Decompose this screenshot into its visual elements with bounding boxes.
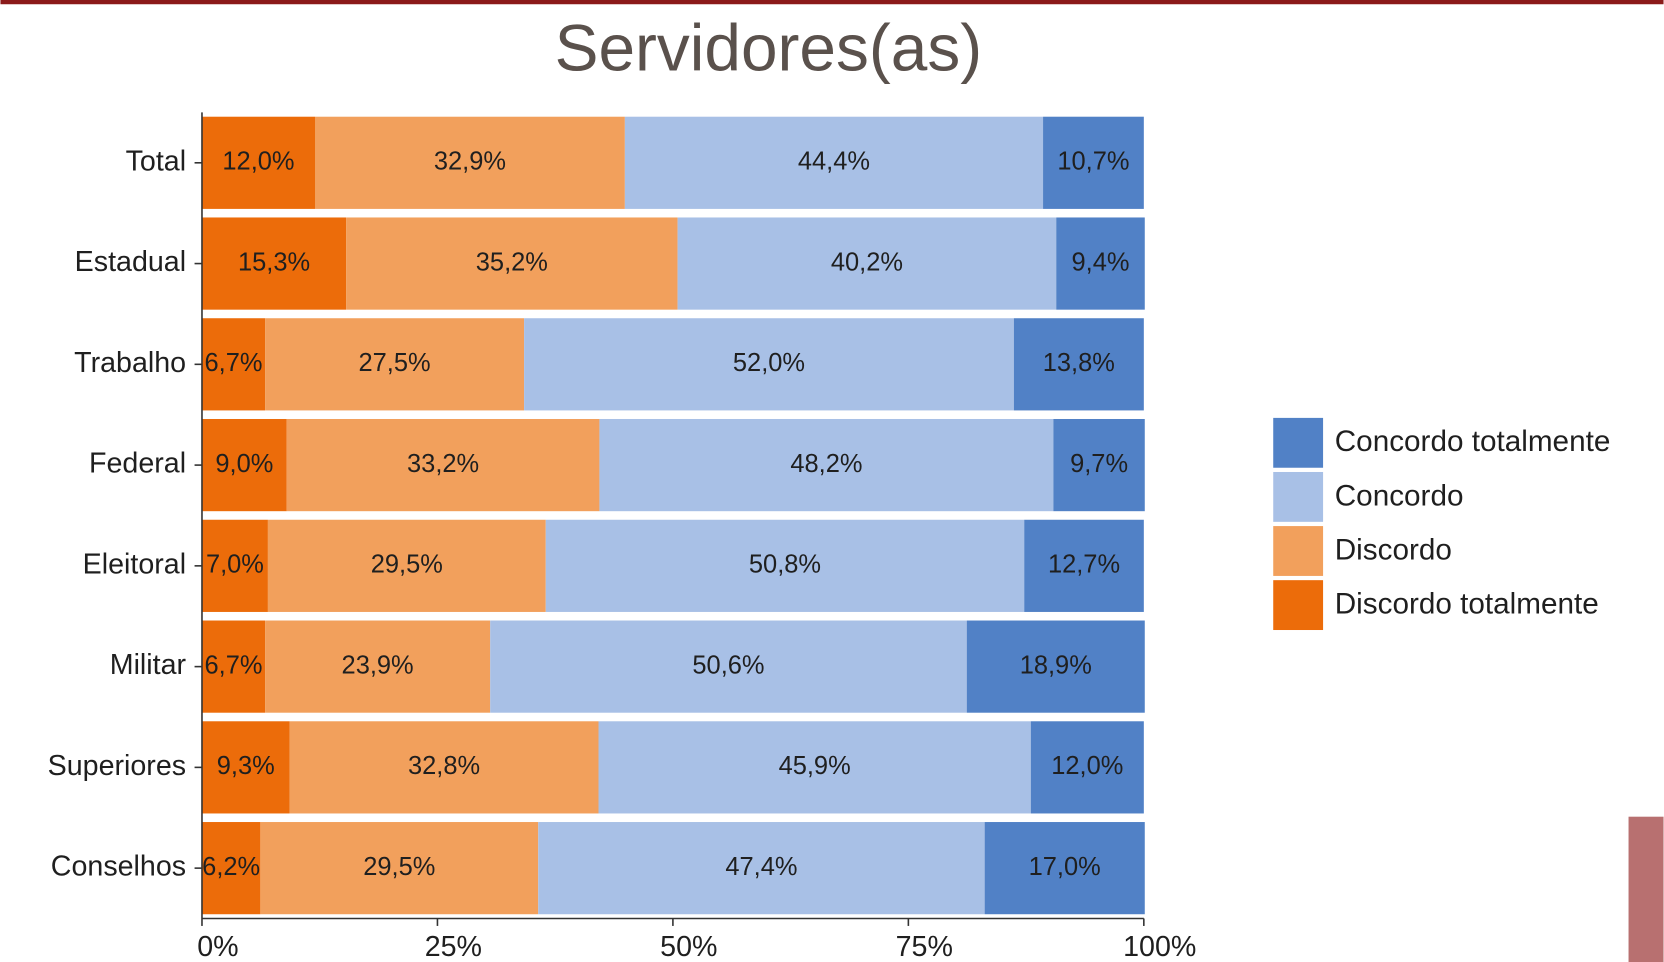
- bar-segment: [599, 418, 1054, 512]
- y-tick-label: Trabalho: [74, 347, 186, 379]
- value-label: 6,7%: [205, 651, 263, 679]
- value-label: 44,4%: [798, 148, 870, 176]
- bar-segment: [201, 822, 261, 915]
- value-label: 18,9%: [1020, 651, 1092, 679]
- y-tick-label: Eleitoral: [83, 548, 186, 580]
- x-tick-label: 0%: [197, 931, 238, 962]
- x-tick-label: 75%: [896, 931, 953, 962]
- y-tick-label: Conselhos: [51, 851, 186, 883]
- bar-segment: [677, 217, 1057, 310]
- value-label: 29,5%: [363, 853, 435, 881]
- bar-segment: [490, 620, 967, 713]
- legend-swatch: [1273, 526, 1324, 576]
- value-label: 9,7%: [1070, 450, 1128, 478]
- value-label: 12,0%: [1051, 752, 1123, 780]
- value-label: 47,4%: [725, 853, 797, 881]
- bar-segment: [201, 116, 316, 209]
- bar-segment: [201, 418, 287, 512]
- bar-segment: [1013, 318, 1144, 411]
- corner-decoration: [1628, 816, 1664, 962]
- bar-segment: [984, 822, 1145, 915]
- y-tick-label: Total: [126, 145, 186, 177]
- bar-segment: [1030, 721, 1144, 814]
- y-tick-label: Federal: [89, 448, 186, 480]
- bar-segment: [201, 217, 347, 310]
- bar-segment: [260, 822, 539, 915]
- value-label: 7,0%: [206, 551, 264, 579]
- legend-swatch: [1273, 417, 1324, 468]
- legend-label: Concordo: [1335, 479, 1464, 512]
- value-label: 9,3%: [217, 752, 275, 780]
- value-label: 15,3%: [238, 248, 310, 276]
- value-label: 29,5%: [371, 551, 443, 579]
- y-tick-label: Estadual: [75, 246, 186, 278]
- bar-segment: [538, 822, 985, 915]
- top-border: [0, 0, 1664, 5]
- legend-label: Discordo totalmente: [1335, 587, 1599, 620]
- x-tick-label: 50%: [660, 931, 717, 962]
- bar-segment: [624, 116, 1044, 209]
- y-tick-label: Superiores: [48, 750, 186, 782]
- chart-title: Servidores(as): [555, 10, 983, 84]
- value-label: 9,0%: [215, 450, 273, 478]
- value-label: 50,6%: [692, 651, 764, 679]
- value-label: 32,9%: [434, 148, 506, 176]
- bar-segment: [315, 116, 625, 209]
- bar-segment: [201, 519, 268, 612]
- bar-segment: [265, 318, 525, 411]
- legend-label: Concordo totalmente: [1335, 425, 1611, 458]
- bar-segment: [1053, 418, 1145, 512]
- bar-segment: [201, 318, 266, 411]
- y-tick-label: Militar: [110, 649, 187, 681]
- value-label: 40,2%: [831, 248, 903, 276]
- bar-segment: [289, 721, 599, 814]
- value-label: 13,8%: [1043, 349, 1115, 377]
- value-label: 35,2%: [476, 248, 548, 276]
- value-label: 23,9%: [342, 651, 414, 679]
- value-label: 45,9%: [779, 752, 851, 780]
- bar-segment: [286, 418, 600, 512]
- bar-segment: [265, 620, 491, 713]
- value-label: 32,8%: [408, 752, 480, 780]
- value-label: 12,0%: [222, 148, 294, 176]
- bar-segment: [966, 620, 1145, 713]
- legend-swatch: [1273, 471, 1324, 522]
- value-label: 6,2%: [202, 853, 260, 881]
- value-label: 10,7%: [1057, 148, 1129, 176]
- bar-segment: [201, 620, 266, 713]
- value-label: 33,2%: [407, 450, 479, 478]
- bar-segment: [598, 721, 1031, 814]
- value-label: 6,7%: [205, 349, 263, 377]
- legend-label: Discordo: [1335, 533, 1452, 566]
- bar-segment: [524, 318, 1014, 411]
- x-tick-label: 100%: [1123, 931, 1196, 962]
- value-label: 48,2%: [790, 450, 862, 478]
- bar-segment: [1024, 519, 1144, 612]
- x-tick-label: 25%: [425, 931, 482, 962]
- bar-segment: [1056, 217, 1145, 310]
- value-label: 17,0%: [1029, 853, 1101, 881]
- bar-segment: [1043, 116, 1144, 209]
- value-label: 12,7%: [1048, 551, 1120, 579]
- value-label: 27,5%: [359, 349, 431, 377]
- value-label: 9,4%: [1072, 248, 1130, 276]
- value-label: 52,0%: [733, 349, 805, 377]
- bar-segment: [545, 519, 1025, 612]
- bar-segment: [346, 217, 678, 310]
- legend-swatch: [1273, 580, 1324, 631]
- bar-segment: [267, 519, 546, 612]
- value-label: 50,8%: [749, 551, 821, 579]
- bar-segment: [201, 721, 290, 814]
